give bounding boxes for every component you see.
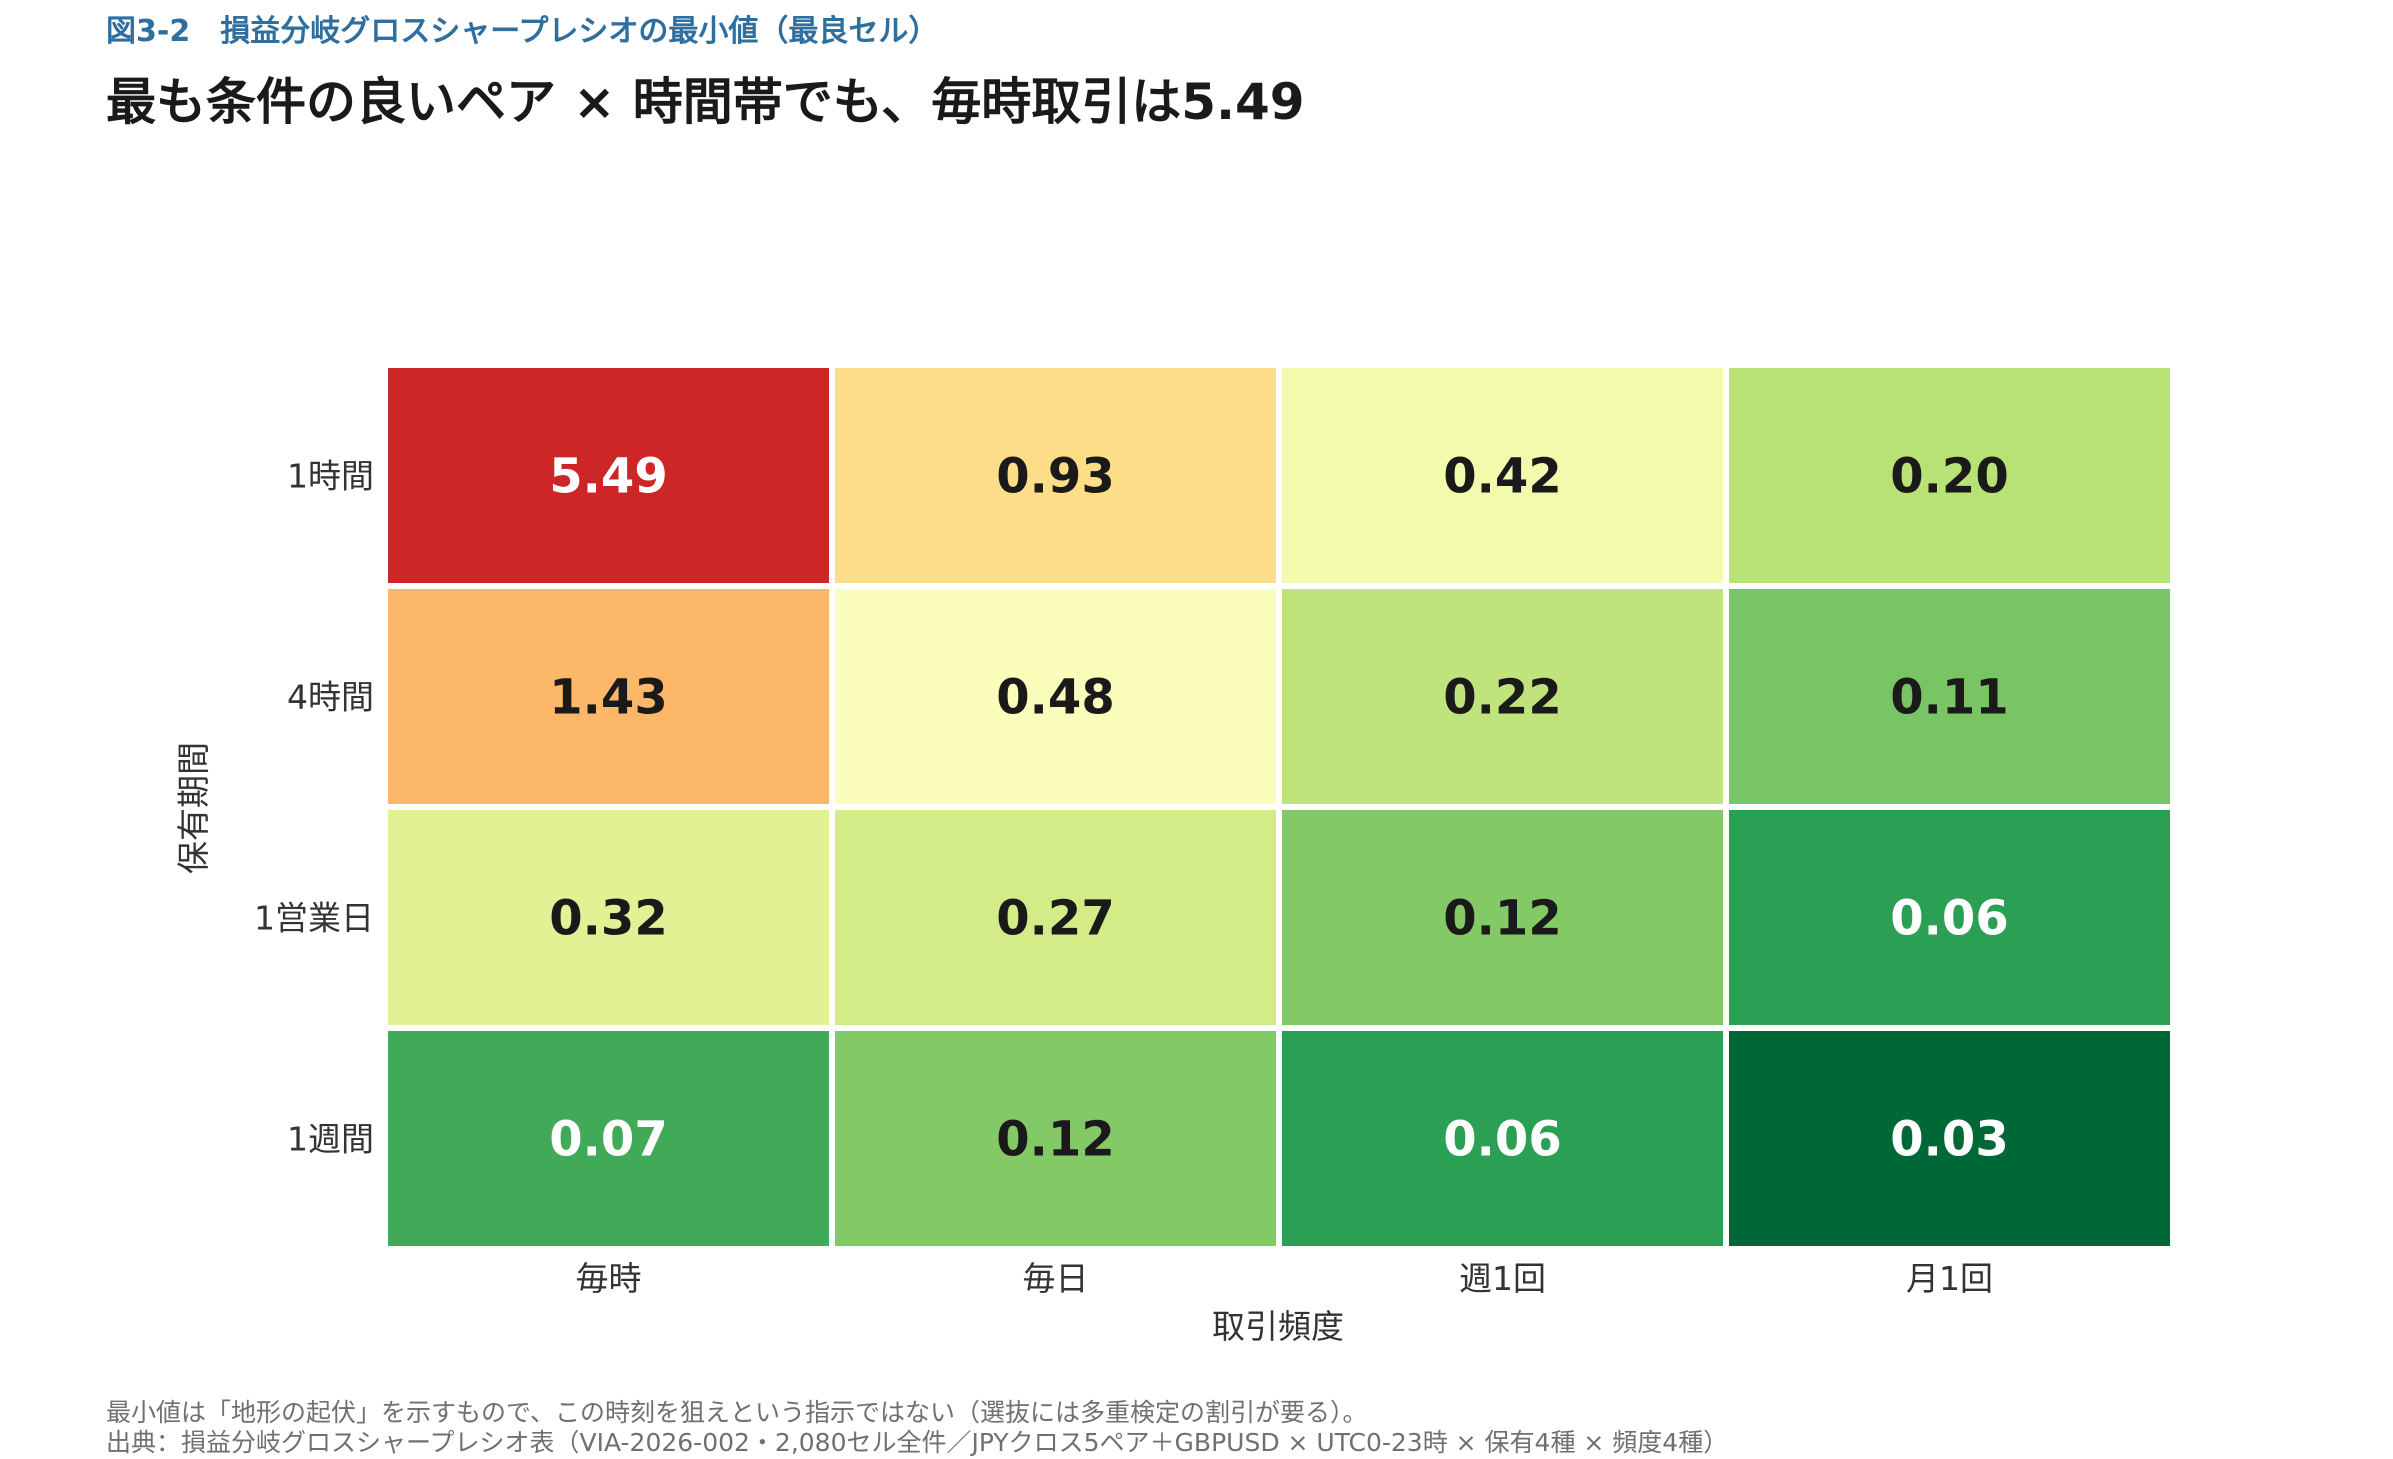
- cell-value-label-r1-c1: 0.48: [996, 670, 1114, 726]
- source-note: 出典：損益分岐グロスシャープレシオ表（VIA-2026-002・2,080セル全…: [106, 1428, 1729, 1457]
- heatmap-cell-r1-c2: [1282, 589, 1723, 804]
- cell-value-label-r3-c1: 0.12: [996, 1112, 1114, 1168]
- heatmap-cell-r3-c3: [1729, 1031, 2170, 1246]
- x-tick-label-2: 週1回: [1459, 1259, 1546, 1298]
- figure-label: 図3-2 損益分岐グロスシャープレシオの最小値（最良セル）: [106, 14, 939, 49]
- chart-headline: 最も条件の良いペア × 時間帯でも、毎時取引は5.49: [106, 73, 1305, 131]
- cell-value-label-r0-c3: 0.20: [1890, 449, 2008, 505]
- heatmap-cell-r0-c1: [835, 368, 1276, 583]
- y-tick-label-1: 4時間: [287, 678, 374, 717]
- y-tick-label-3: 1週間: [287, 1120, 374, 1159]
- x-tick-label-1: 毎日: [1023, 1259, 1089, 1298]
- heatmap-cell-r1-c1: [835, 589, 1276, 804]
- x-axis-label: 取引頻度: [1212, 1307, 1344, 1346]
- cell-value-label-r2-c3: 0.06: [1890, 891, 2008, 947]
- cell-value-label-r3-c2: 0.06: [1443, 1112, 1561, 1168]
- cell-value-label-r3-c3: 0.03: [1890, 1112, 2008, 1168]
- heatmap-cell-r1-c0: [388, 589, 829, 804]
- heatmap-cell-r0-c3: [1729, 368, 2170, 583]
- cell-value-label-r1-c0: 1.43: [549, 670, 667, 726]
- y-tick-label-2: 1営業日: [254, 899, 374, 938]
- heatmap-cell-r3-c1: [835, 1031, 1276, 1246]
- heatmap-cell-r0-c2: [1282, 368, 1723, 583]
- x-tick-labels: 毎時 毎日 週1回 月1回: [576, 1259, 1994, 1298]
- cell-value-label-r1-c3: 0.11: [1890, 670, 2008, 726]
- y-tick-labels: 1時間 4時間 1営業日 1週間: [254, 457, 374, 1159]
- heatmap-cell-r1-c3: [1729, 589, 2170, 804]
- heatmap-cell-r2-c2: [1282, 810, 1723, 1025]
- x-tick-label-3: 月1回: [1906, 1259, 1993, 1298]
- cell-value-label-r1-c2: 0.22: [1443, 670, 1561, 726]
- cell-value-label-r2-c1: 0.27: [996, 891, 1114, 947]
- cell-value-label-r0-c0: 5.49: [549, 449, 667, 505]
- heatmap-cell-r2-c0: [388, 810, 829, 1025]
- heatmap-cell-r3-c0: [388, 1031, 829, 1246]
- heatmap-cell-r2-c3: [1729, 810, 2170, 1025]
- cell-value-label-r3-c0: 0.07: [549, 1112, 667, 1168]
- y-tick-label-0: 1時間: [287, 457, 374, 496]
- heatmap-chart: 5.49 0.93 0.42 0.20 1.43 0.48 0.22 0.11 0.32 0.27…: [174, 368, 2170, 1346]
- heatmap-cells: 5.49 0.93 0.42 0.20 1.43 0.48 0.22 0.11 0.32 0.27…: [388, 368, 2170, 1246]
- cell-value-label-r2-c0: 0.32: [549, 891, 667, 947]
- heatmap-cell-r3-c2: [1282, 1031, 1723, 1246]
- footnote: 最小値は「地形の起伏」を示すもので、この時刻を狙えという指示ではない（選抜には多…: [106, 1398, 1368, 1427]
- heatmap-cell-r2-c1: [835, 810, 1276, 1025]
- cell-value-label-r0-c1: 0.93: [996, 449, 1114, 505]
- x-tick-label-0: 毎時: [576, 1259, 642, 1298]
- heatmap-cell-r0-c0: [388, 368, 829, 583]
- cell-value-label-r2-c2: 0.12: [1443, 891, 1561, 947]
- y-axis-label: 保有期間: [174, 742, 213, 874]
- cell-value-label-r0-c2: 0.42: [1443, 449, 1561, 505]
